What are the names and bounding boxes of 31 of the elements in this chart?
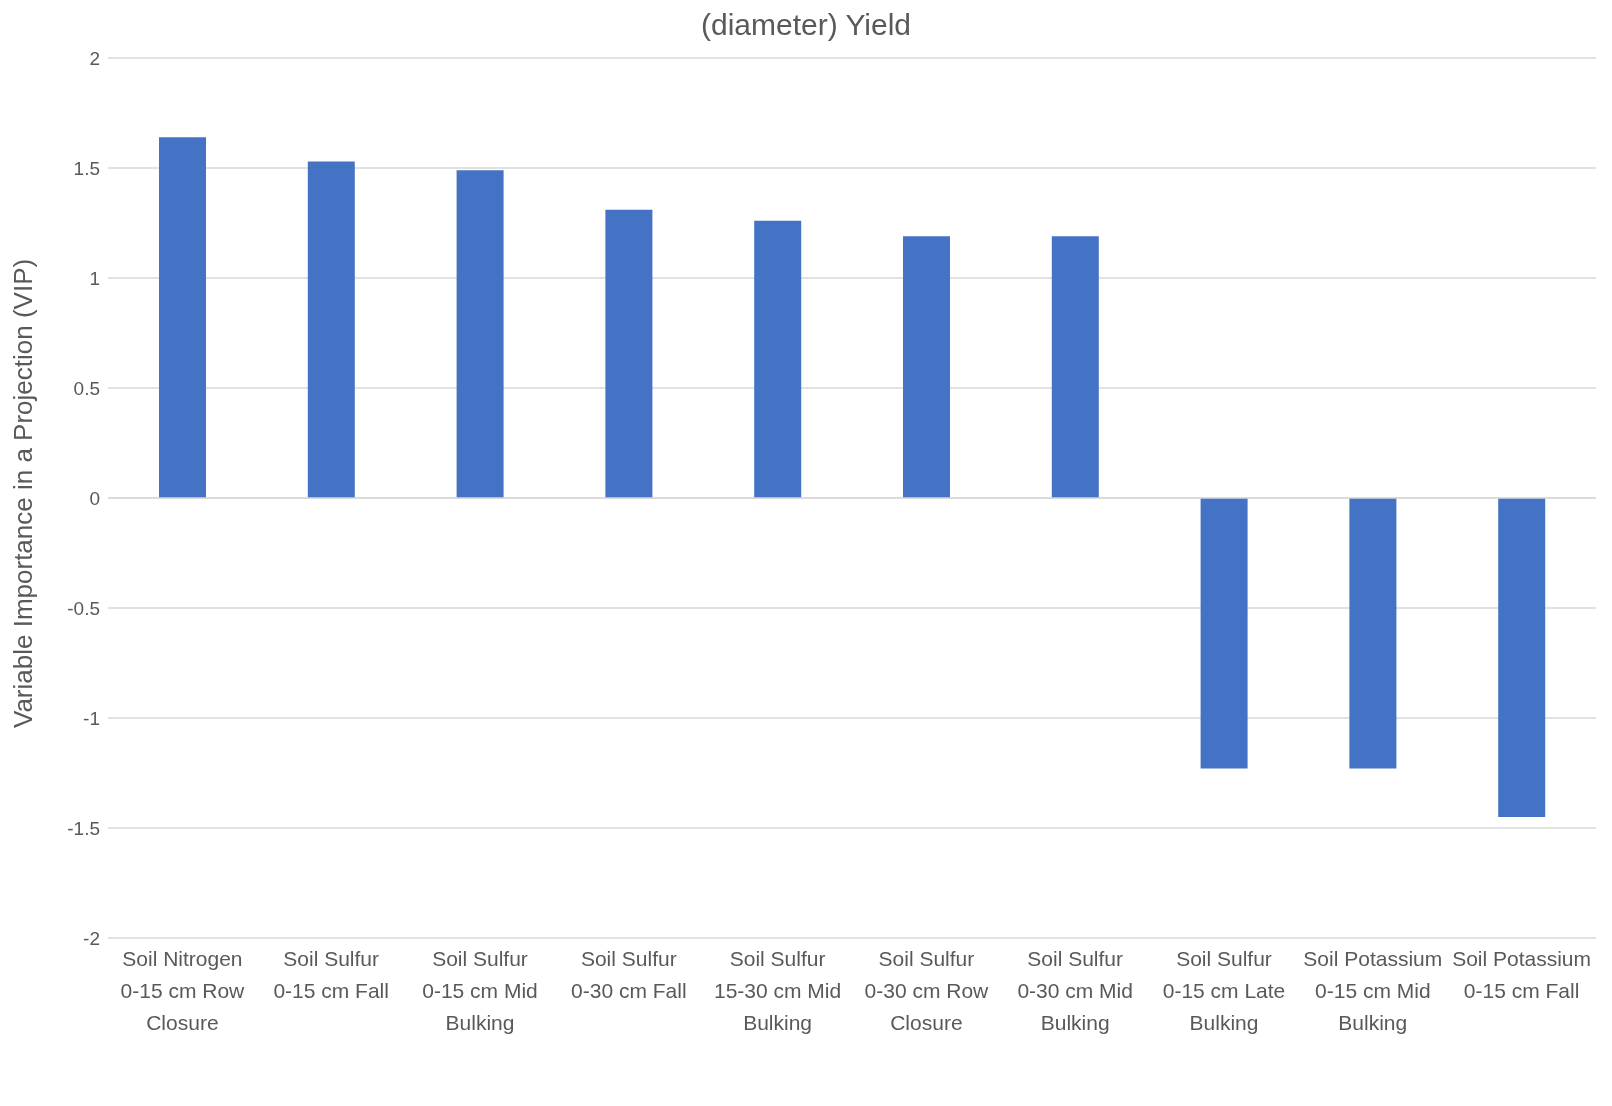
chart-title: (diameter) Yield	[699, 8, 913, 42]
y-tick-label: 0	[89, 487, 100, 509]
x-tick-label: Soil Sulfur 0-30 cm Row Closure	[864, 947, 990, 1034]
x-tick-label: Soil Sulfur 0-15 cm Mid Bulking	[422, 947, 538, 1034]
bar	[605, 209, 653, 498]
bar	[456, 170, 504, 498]
x-tick-label: Soil Nitrogen 0-15 cm Row Closure	[120, 947, 246, 1034]
bar	[1498, 498, 1546, 817]
y-tick-label: -1	[83, 707, 100, 729]
x-tick-label: Soil Sulfur 15-30 cm Mid Bulking	[713, 947, 842, 1034]
bar	[754, 220, 802, 498]
y-tick-label: -1.5	[67, 817, 100, 839]
x-tick-label: Soil Sulfur 0-15 cm Late Bulking	[1162, 947, 1286, 1034]
x-tick-label: Soil Sulfur 0-15 cm Fall	[273, 947, 389, 1002]
bar	[1200, 498, 1248, 769]
x-tick-label: Soil Sulfur 0-30 cm Mid Bulking	[1017, 947, 1133, 1034]
x-tick-label: Soil Potassium 0-15 cm Mid Bulking	[1303, 947, 1443, 1034]
x-tick-label: Soil Sulfur 0-30 cm Fall	[571, 947, 687, 1002]
y-tick-label: -0.5	[67, 597, 100, 619]
bar	[307, 161, 355, 498]
bar	[1349, 498, 1397, 769]
bar	[1051, 236, 1099, 498]
bar	[903, 236, 950, 498]
y-tick-label: 2	[89, 47, 100, 69]
x-tick-label: Soil Potassium 0-15 cm Fall	[1452, 947, 1592, 1002]
y-tick-label: 0.5	[73, 377, 100, 399]
bar	[159, 137, 206, 498]
y-tick-label: 1	[89, 267, 100, 289]
y-tick-label: -2	[83, 927, 100, 949]
y-tick-label: 1.5	[73, 157, 100, 179]
y-axis-title: Variable Importance in a Projection (VIP)	[8, 258, 39, 728]
